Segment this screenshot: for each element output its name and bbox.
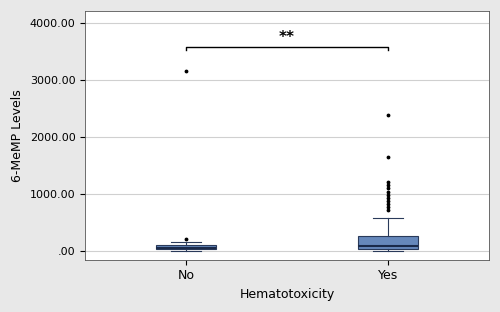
X-axis label: Hematotoxicity: Hematotoxicity <box>240 288 334 301</box>
Y-axis label: 6-MeMP Levels: 6-MeMP Levels <box>11 89 24 182</box>
PathPatch shape <box>358 236 418 249</box>
Text: **: ** <box>279 30 295 45</box>
PathPatch shape <box>156 245 216 249</box>
